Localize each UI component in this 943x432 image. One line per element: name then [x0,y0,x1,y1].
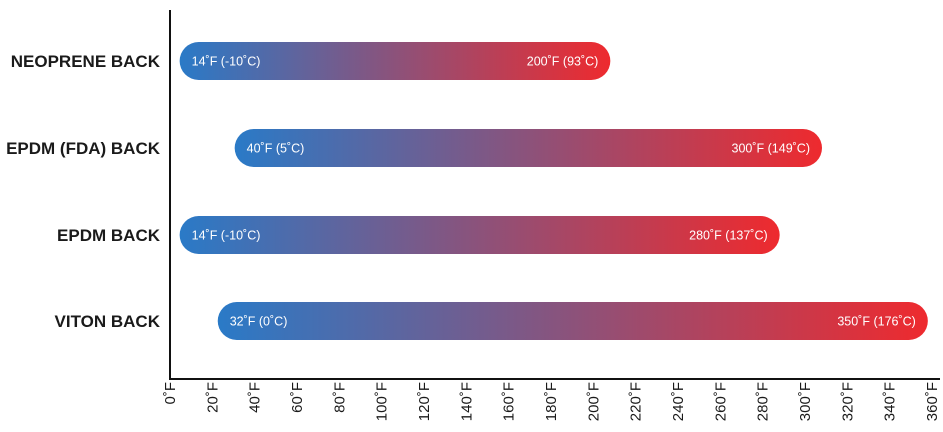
x-tick-label: 180˚F [543,382,560,421]
x-tick-label: 200˚F [585,382,602,421]
x-tick-label: 0˚F [162,382,179,405]
range-bar [234,129,822,167]
x-tick-label: 280˚F [755,382,772,421]
bar-min-label: 40˚F (5˚C) [247,142,305,156]
x-tick-label: 80˚F [331,382,348,413]
category-labels: NEOPRENE BACK EPDM (FDA) BACK EPDM BACK VIT… [6,52,161,331]
x-tick-label: 100˚F [374,382,391,421]
x-tick-label: 240˚F [670,382,687,421]
x-tick-label: 300˚F [797,382,814,421]
x-tick-label: 220˚F [628,382,645,421]
category-label: EPDM (FDA) BACK [6,139,161,158]
bar-max-label: 350˚F (176˚C) [837,315,916,329]
x-tick-label: 120˚F [416,382,433,421]
bar-min-label: 14˚F (-10˚C) [192,229,261,243]
x-tick-label: 360˚F [924,382,941,421]
x-tick-label: 320˚F [839,382,856,421]
range-bar [217,302,928,340]
bar-min-label: 14˚F (-10˚C) [192,55,261,69]
x-tick-label: 340˚F [882,382,899,421]
bar-max-label: 200˚F (93˚C) [527,55,599,69]
x-tick-label: 140˚F [458,382,475,421]
range-bar [179,42,611,80]
bar-min-label: 32˚F (0˚C) [230,315,288,329]
x-tick-label: 20˚F [204,382,221,413]
range-bars: 14˚F (-10˚C) 200˚F (93˚C) 40˚F (5˚C) 300˚F … [179,42,928,340]
x-axis-ticks: 0˚F 20˚F 40˚F 60˚F 80˚F 100˚F 120˚F 140˚F 160˚F 1… [162,382,941,421]
category-label: NEOPRENE BACK [11,52,161,71]
bar-max-label: 280˚F (137˚C) [689,229,768,243]
range-bar [179,216,780,254]
x-tick-label: 60˚F [289,382,306,413]
x-tick-label: 40˚F [247,382,264,413]
x-tick-label: 260˚F [712,382,729,421]
category-label: VITON BACK [55,312,161,331]
x-tick-label: 160˚F [501,382,518,421]
bar-max-label: 300˚F (149˚C) [732,142,811,156]
category-label: EPDM BACK [57,226,161,245]
